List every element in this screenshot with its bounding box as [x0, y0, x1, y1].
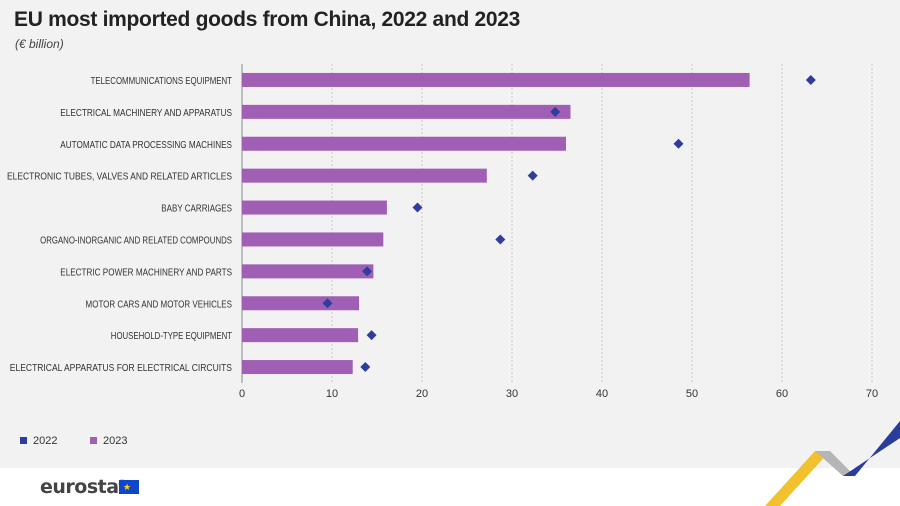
eurostat-logo: eurostat [40, 476, 128, 498]
x-axis-ticks: 0 10 20 30 40 50 60 70 [239, 388, 878, 400]
marker-2022 [805, 74, 816, 85]
marker-2022 [550, 106, 561, 117]
bar-2023 [242, 360, 353, 375]
eu-flag-icon: ★ [119, 480, 139, 494]
marker-2022 [322, 298, 333, 309]
marker-2022 [527, 170, 538, 181]
category-label: TELECOMMUNICATIONS EQUIPMENT [91, 75, 233, 87]
bar-2023 [242, 328, 359, 343]
marker-2022 [673, 138, 684, 149]
bar-chart: TELECOMMUNICATIONS EQUIPMENT ELECTRICAL M… [7, 64, 878, 447]
category-label: ELECTRICAL APPARATUS FOR ELECTRICAL CIRC… [10, 362, 232, 374]
marker-2022 [366, 330, 377, 341]
bar-2023 [242, 200, 387, 215]
marker-2022 [362, 266, 373, 277]
marker-2022 [412, 202, 423, 213]
x-tick-label: 30 [506, 388, 518, 400]
category-label: HOUSEHOLD-TYPE EQUIPMENT [111, 330, 233, 342]
marker-2022 [495, 234, 506, 245]
x-tick-label: 60 [776, 388, 788, 400]
legend-swatch [90, 437, 97, 444]
bars-2023 [242, 72, 750, 375]
chart-subtitle: (€ billion) [15, 37, 64, 51]
bar-2023 [242, 296, 359, 311]
legend-swatch [20, 437, 27, 444]
category-label: MOTOR CARS AND MOTOR VEHICLES [86, 298, 232, 310]
legend-label: 2022 [33, 435, 57, 447]
category-label: ELECTRIC POWER MACHINERY AND PARTS [60, 266, 232, 278]
bar-2023 [242, 232, 384, 247]
category-label: ELECTRONIC TUBES, VALVES AND RELATED ART… [7, 171, 232, 183]
bar-2023 [242, 104, 571, 119]
category-label: AUTOMATIC DATA PROCESSING MACHINES [60, 139, 232, 151]
category-label: ELECTRICAL MACHINERY AND APPARATUS [60, 107, 232, 119]
x-tick-label: 0 [239, 388, 245, 400]
eurostat-accent-graphic [765, 421, 900, 506]
markers-2022 [322, 74, 816, 373]
category-label: BABY CARRIAGES [161, 203, 232, 215]
footer [0, 468, 900, 506]
x-tick-label: 70 [866, 388, 878, 400]
x-tick-label: 20 [416, 388, 428, 400]
legend-label: 2023 [103, 435, 127, 447]
bar-2023 [242, 168, 487, 183]
category-labels: TELECOMMUNICATIONS EQUIPMENT ELECTRICAL M… [7, 75, 232, 374]
x-tick-label: 10 [326, 388, 338, 400]
chart-title: EU most imported goods from China, 2022 … [14, 8, 521, 31]
bar-2023 [242, 136, 566, 151]
category-label: ORGANO-INORGANIC AND RELATED COMPOUNDS [40, 234, 232, 246]
legend: 2022 2023 [20, 435, 127, 447]
x-tick-label: 40 [596, 388, 608, 400]
x-tick-label: 50 [686, 388, 698, 400]
bar-2023 [242, 264, 374, 279]
marker-2022 [360, 362, 371, 373]
bar-2023 [242, 72, 750, 87]
